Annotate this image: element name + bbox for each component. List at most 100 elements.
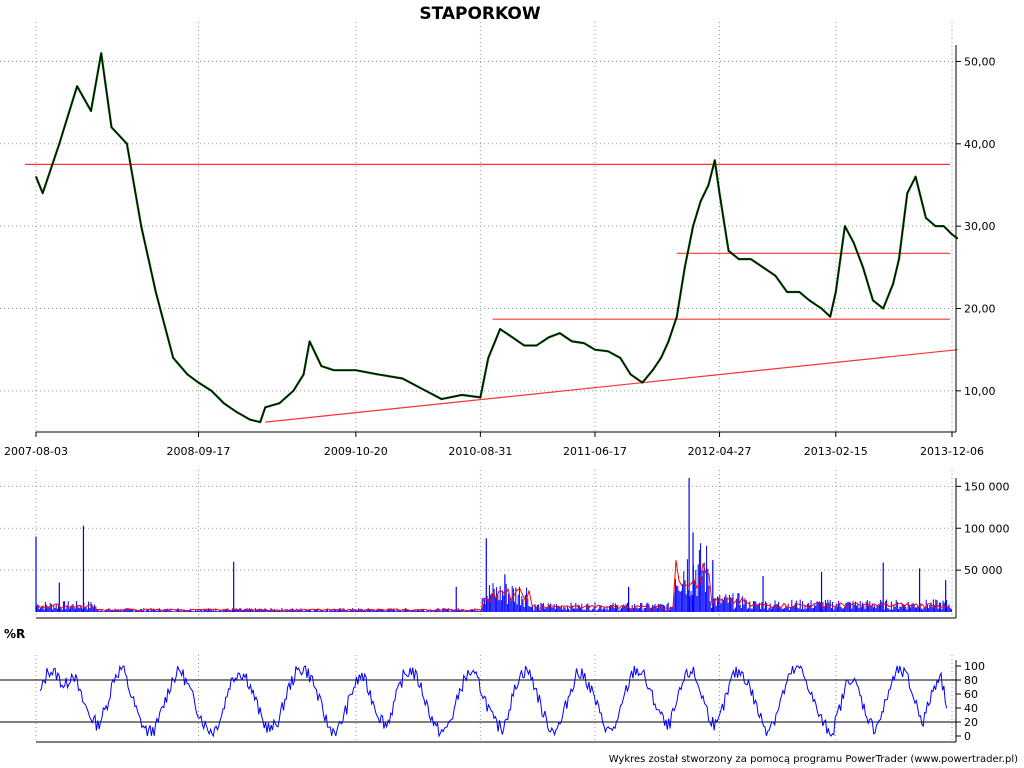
price-point (808, 299, 810, 301)
volume-average-line (36, 560, 950, 612)
price-point (707, 184, 710, 186)
price-xtick-label: 2013-02-15 (804, 445, 868, 458)
price-point (835, 291, 837, 293)
price-xtick-label: 2010-08-31 (448, 445, 512, 458)
volume-ytick-label: 100 000 (964, 522, 1010, 535)
price-point (511, 336, 513, 338)
price-xtick-label: 2012-04-27 (688, 445, 752, 458)
wpr-ytick-label: 20 (964, 716, 978, 729)
price-point (762, 266, 764, 268)
price-point (660, 357, 662, 359)
support-lines (25, 163, 950, 320)
price-point (535, 344, 538, 347)
trendline (265, 349, 958, 423)
price-point (210, 390, 213, 392)
price-point (401, 377, 404, 380)
price-point (235, 410, 237, 413)
price-point (619, 357, 621, 359)
price-point (882, 307, 884, 310)
price-point (499, 328, 501, 330)
price-point (172, 357, 174, 359)
chart-title: STAPORKOW (419, 4, 541, 24)
price-point (872, 299, 874, 301)
price-point (925, 217, 927, 219)
wpr-line (39, 664, 948, 738)
price-panel: 10,00 20,00 30,00 40,00 50,00 2007-08-03 2008… (0, 22, 996, 458)
price-y-ticks: 10,00 20,00 30,00 40,00 50,00 (956, 55, 996, 398)
price-ytick-label: 20,00 (964, 302, 996, 315)
volume-y-ticks: 50 000 100 000 150 000 (956, 480, 1010, 577)
price-point (892, 283, 894, 285)
price-point (956, 237, 959, 240)
wpr-label: %R (4, 627, 25, 641)
price-point (35, 176, 37, 178)
wpr-ytick-label: 60 (964, 688, 978, 701)
price-point (583, 342, 585, 344)
price-point (320, 365, 323, 367)
price-ytick-label: 30,00 (964, 220, 996, 233)
price-xtick-label: 2011-06-17 (563, 445, 627, 458)
price-point (629, 373, 632, 375)
price-point (559, 332, 561, 334)
price-point (264, 406, 266, 408)
wpr-ytick-label: 80 (964, 674, 978, 687)
price-point (249, 419, 251, 421)
wpr-ytick-label: 0 (964, 730, 971, 743)
price-point (487, 357, 489, 359)
trendline-line (265, 349, 958, 423)
price-point (303, 373, 305, 375)
price-point (798, 291, 800, 293)
price-point (898, 258, 900, 260)
price-point (259, 421, 261, 423)
price-point (684, 266, 686, 268)
price-point (714, 159, 716, 161)
price-point (479, 396, 481, 399)
price-point (820, 307, 823, 310)
wpr-ytick-label: 40 (964, 702, 978, 715)
volume-ytick-label: 50 000 (964, 564, 1003, 577)
wpr-series (39, 664, 948, 738)
price-point (728, 250, 730, 252)
price-xtick-label: 2007-08-03 (4, 445, 68, 458)
price-point (42, 192, 44, 194)
price-point (523, 344, 525, 347)
price-point (377, 373, 379, 375)
price-xtick-label: 2008-09-17 (167, 445, 231, 458)
price-point (852, 242, 855, 244)
wpr-ytick-label: 100 (964, 660, 985, 673)
price-point (750, 258, 752, 260)
price-point (292, 390, 294, 392)
volume-average (36, 560, 950, 612)
footer-credit: Wykres został stworzony za pomocą progra… (609, 754, 1018, 765)
price-grid (0, 22, 956, 432)
price-point (548, 336, 550, 338)
price-point (140, 225, 142, 227)
price-point (829, 316, 831, 318)
price-x-ticks: 2007-08-03 2008-09-17 2009-10-20 2010-08-31… (4, 432, 984, 458)
volume-grid (0, 470, 956, 618)
price-point (425, 390, 427, 392)
price-point (441, 398, 443, 400)
price-ytick-label: 50,00 (964, 55, 996, 68)
price-point (943, 225, 945, 227)
price-point (652, 369, 654, 371)
price-point (333, 369, 335, 371)
price-xtick-label: 2009-10-20 (324, 445, 388, 458)
wpr-grid (0, 655, 956, 742)
price-point (786, 291, 788, 293)
price-point (186, 373, 189, 375)
price-point (594, 349, 596, 351)
price-point (692, 225, 694, 227)
price-point (223, 402, 225, 404)
price-point (76, 85, 78, 87)
price-point (915, 176, 917, 178)
price-point (355, 369, 357, 371)
price-point (278, 402, 281, 404)
price-ytick-label: 10,00 (964, 385, 996, 398)
price-point (676, 316, 678, 318)
price-point (667, 340, 670, 343)
price-xtick-label: 2013-12-06 (920, 445, 984, 458)
